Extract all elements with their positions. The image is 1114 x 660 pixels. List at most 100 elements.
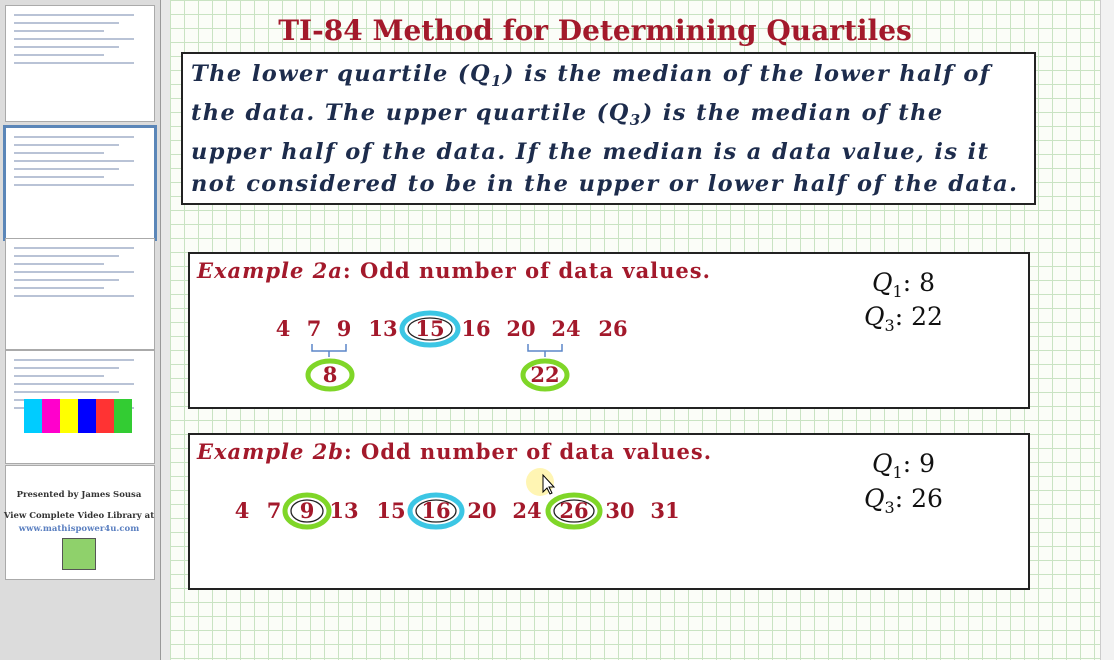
subscript: 3: [884, 498, 895, 517]
separator: :: [894, 302, 904, 331]
slide-thumbnail[interactable]: [5, 238, 155, 350]
definition-run: ) is the median of the lower half of the…: [191, 61, 991, 126]
thumb-line: [14, 184, 134, 186]
highlight-ring: [415, 499, 457, 523]
subscript: 1: [892, 463, 903, 482]
data-value: 7: [266, 498, 282, 523]
color-bar: [114, 399, 132, 433]
presenter: Presented by James Sousa: [16, 490, 142, 500]
color-bar: [24, 399, 42, 433]
library-url: www.mathispower4u.com: [18, 524, 140, 534]
definition-text: The lower quartile (Q1) is the median of…: [191, 58, 1031, 200]
scrollbar[interactable]: [1100, 0, 1114, 660]
bracket: [527, 344, 563, 357]
separator: :: [894, 484, 904, 513]
data-value: 24: [512, 498, 542, 523]
data-value: 31: [650, 498, 680, 523]
slide-panel: [0, 0, 161, 660]
thumb-line: [14, 14, 134, 16]
quartile-result: Q3: 26: [864, 484, 943, 517]
thumb-line: [14, 176, 104, 178]
thumb-line: [14, 271, 134, 273]
highlight-ring: [305, 358, 355, 392]
data-value: 16: [461, 316, 491, 341]
subscript: 1: [892, 282, 903, 301]
highlight-ring: [545, 492, 603, 530]
color-bar: [60, 399, 78, 433]
data-value: 26: [598, 316, 628, 341]
data-value: 20: [506, 316, 536, 341]
highlight-ring: [407, 492, 465, 530]
data-value: 9: [299, 498, 315, 523]
quartile-value: 9: [919, 449, 936, 478]
thumb-line: [14, 152, 104, 154]
separator: :: [902, 449, 912, 478]
highlight-ring: [553, 499, 595, 523]
half-median: 22: [530, 362, 560, 387]
data-value: 20: [467, 498, 497, 523]
color-bar: [42, 399, 60, 433]
data-value: 4: [234, 498, 250, 523]
slide-thumbnail[interactable]: [5, 350, 155, 464]
thumb-line: [14, 247, 134, 249]
quartile-symbol: Q: [864, 302, 885, 331]
data-value: 30: [605, 498, 635, 523]
half-median: 8: [322, 362, 338, 387]
thumb-line: [14, 160, 134, 162]
quartile-result: Q1: 8: [872, 268, 935, 301]
thumb-line: [14, 279, 119, 281]
definition-run: The lower quartile (Q: [191, 61, 491, 87]
thumb-line: [14, 375, 104, 377]
example-description: : Odd number of data values.: [343, 439, 713, 464]
color-bar: [96, 399, 114, 433]
example-description: : Odd number of data values.: [342, 258, 711, 283]
separator: :: [902, 268, 912, 297]
data-value: 16: [421, 498, 451, 523]
thumb-line: [14, 144, 119, 146]
quartile-result: Q3: 22: [864, 302, 943, 335]
thumb-line: [14, 295, 134, 297]
cursor: [542, 473, 556, 495]
logo: [62, 538, 96, 570]
thumb-line: [14, 136, 134, 138]
data-value: 7: [306, 316, 322, 341]
data-value: 13: [368, 316, 398, 341]
highlight-ring: [407, 317, 453, 341]
thumb-line: [14, 168, 119, 170]
highlight-ring: [520, 358, 570, 392]
definition-box: [181, 52, 1036, 205]
thumb-line: [14, 62, 134, 64]
thumb-line: [14, 263, 104, 265]
thumb-line: [14, 255, 119, 257]
thumb-line: [14, 287, 104, 289]
thumb-line: [14, 367, 119, 369]
slide-title: TI-84 Method for Determining Quartiles: [278, 14, 912, 47]
example-heading: Example 2b: Odd number of data values.: [197, 439, 712, 464]
example-label: Example 2a: [197, 258, 343, 283]
quartile-symbol: Q: [864, 484, 885, 513]
thumb-line: [14, 54, 104, 56]
thumb-line: [14, 391, 119, 393]
highlight-ring: [399, 310, 461, 348]
subscript: 3: [629, 111, 642, 129]
quartile-value: 8: [919, 268, 936, 297]
example-label: Example 2b: [197, 439, 344, 464]
example-box: [188, 252, 1030, 409]
data-value: 9: [336, 316, 352, 341]
data-value: 15: [376, 498, 406, 523]
data-value: 13: [329, 498, 359, 523]
data-value: 26: [559, 498, 589, 523]
color-bar: [78, 399, 96, 433]
thumb-line: [14, 46, 119, 48]
thumb-line: [14, 22, 119, 24]
data-value: 4: [275, 316, 291, 341]
slide-thumbnail[interactable]: [5, 5, 155, 122]
thumb-line: [14, 30, 104, 32]
subscript: 1: [490, 72, 503, 90]
thumb-line: [14, 38, 134, 40]
highlight-ring: [282, 492, 332, 530]
example-heading: Example 2a: Odd number of data values.: [197, 258, 711, 283]
definition-run: ) is the median of the upper half of the…: [191, 100, 1019, 197]
